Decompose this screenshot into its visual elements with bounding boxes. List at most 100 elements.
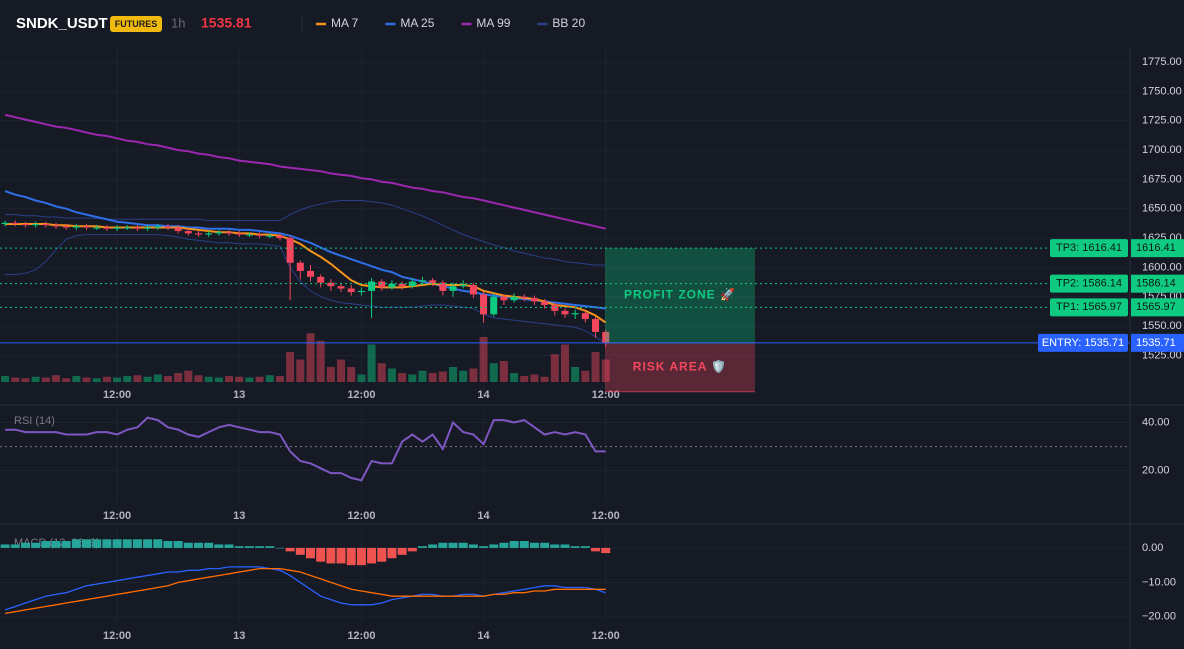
x-tick-label: 12:00	[103, 389, 131, 401]
candle-body	[337, 286, 345, 289]
level-value: 1565.97	[1136, 301, 1176, 313]
candle-body	[245, 234, 253, 236]
volume-bar	[398, 373, 407, 382]
candle-body	[368, 281, 376, 291]
histogram-bar	[428, 544, 438, 548]
candle-body	[459, 285, 467, 287]
candle-body	[327, 282, 335, 287]
candle-body	[429, 280, 437, 283]
histogram-bar	[346, 547, 356, 566]
x-tick-label: 14	[477, 630, 490, 642]
volume-bar	[133, 375, 142, 382]
volume-bar	[92, 378, 101, 382]
volume-bar	[571, 367, 580, 382]
volume-bar	[561, 344, 569, 382]
histogram-bar	[580, 546, 590, 548]
volume-bar	[235, 376, 244, 382]
histogram-bar	[489, 544, 499, 548]
zone	[605, 248, 755, 343]
candle-body	[480, 294, 488, 315]
volume-bar	[337, 359, 346, 382]
histogram-bar	[479, 546, 489, 548]
last-price: 1535.81	[201, 15, 252, 31]
symbol: SNDK_USDT	[16, 15, 108, 32]
volume-bar	[102, 376, 111, 382]
candle-body	[42, 224, 50, 226]
volume-bar	[143, 376, 152, 382]
candle-body	[388, 283, 396, 288]
candle-body	[317, 276, 325, 283]
volume-bar	[296, 359, 305, 382]
badge: FUTURES	[115, 19, 158, 29]
level-value-tag	[1131, 333, 1184, 352]
candle-body	[52, 225, 60, 227]
volume-bar	[1, 376, 10, 382]
volume-bar	[62, 378, 71, 382]
volume-bar	[387, 368, 396, 382]
candle-body	[1, 222, 9, 224]
candle-body	[154, 226, 162, 228]
volume-bar	[82, 377, 91, 382]
histogram-bar	[377, 547, 387, 562]
zone-label: RISK AREA 🛡️	[633, 359, 727, 373]
candle-body	[235, 233, 243, 235]
x-tick-label: 12:00	[347, 510, 375, 522]
x-tick-label: 12:00	[103, 510, 131, 522]
y-tick-label: 1650.00	[1142, 203, 1182, 215]
histogram-bar	[82, 539, 92, 548]
candle-body	[490, 296, 498, 315]
histogram-bar	[336, 547, 346, 564]
volume-bar	[194, 375, 203, 382]
level-label: ENTRY: 1535.71	[1042, 337, 1124, 349]
candle-body	[62, 226, 70, 228]
histogram-bar	[509, 541, 519, 548]
candle-body	[11, 222, 19, 224]
y-tick-label: 20.00	[1142, 465, 1170, 477]
y-tick-label: 1675.00	[1142, 173, 1182, 185]
histogram-bar	[51, 541, 61, 548]
volume-bar	[530, 374, 539, 382]
histogram-bar	[468, 544, 478, 548]
histogram-bar	[591, 547, 601, 552]
level-tag	[1050, 298, 1128, 317]
bollinger-band	[5, 234, 606, 345]
interval: 1h	[171, 15, 185, 30]
x-tick-label: 13	[233, 510, 245, 522]
level-label: TP1: 1565.97	[1056, 301, 1122, 313]
candle-body	[72, 226, 80, 228]
candle-body	[276, 235, 284, 239]
y-tick-label: 1525.00	[1142, 349, 1182, 361]
candle-body	[113, 227, 121, 229]
candle-body	[541, 301, 549, 305]
histogram-bar	[540, 542, 550, 548]
histogram-bar	[122, 539, 132, 548]
candle-body	[510, 296, 518, 301]
histogram-bar	[0, 544, 10, 548]
histogram-bar	[112, 539, 122, 548]
volume-bar	[408, 374, 417, 382]
candle-body	[205, 233, 213, 235]
histogram-bar	[316, 547, 326, 562]
volume-bar	[11, 377, 20, 382]
volume-bar	[489, 363, 498, 382]
x-tick-label: 13	[233, 630, 245, 642]
volume-bar	[449, 367, 458, 382]
candle-body	[418, 280, 426, 282]
candle-body	[195, 233, 203, 235]
candle-body	[347, 288, 355, 293]
histogram-bar	[326, 547, 336, 564]
histogram-bar	[458, 542, 468, 548]
volume-bar	[357, 374, 366, 382]
histogram-bar	[31, 542, 41, 548]
volume-bar	[123, 376, 132, 382]
candle-body	[398, 283, 406, 287]
histogram-bar	[295, 547, 305, 555]
x-tick-label: 14	[477, 510, 490, 522]
candle-body	[449, 286, 457, 291]
level-value: 1535.71	[1136, 337, 1176, 349]
volume-bar	[367, 344, 376, 382]
y-tick-label: 1700.00	[1142, 144, 1182, 156]
zone	[605, 342, 755, 392]
histogram-bar	[601, 547, 611, 554]
